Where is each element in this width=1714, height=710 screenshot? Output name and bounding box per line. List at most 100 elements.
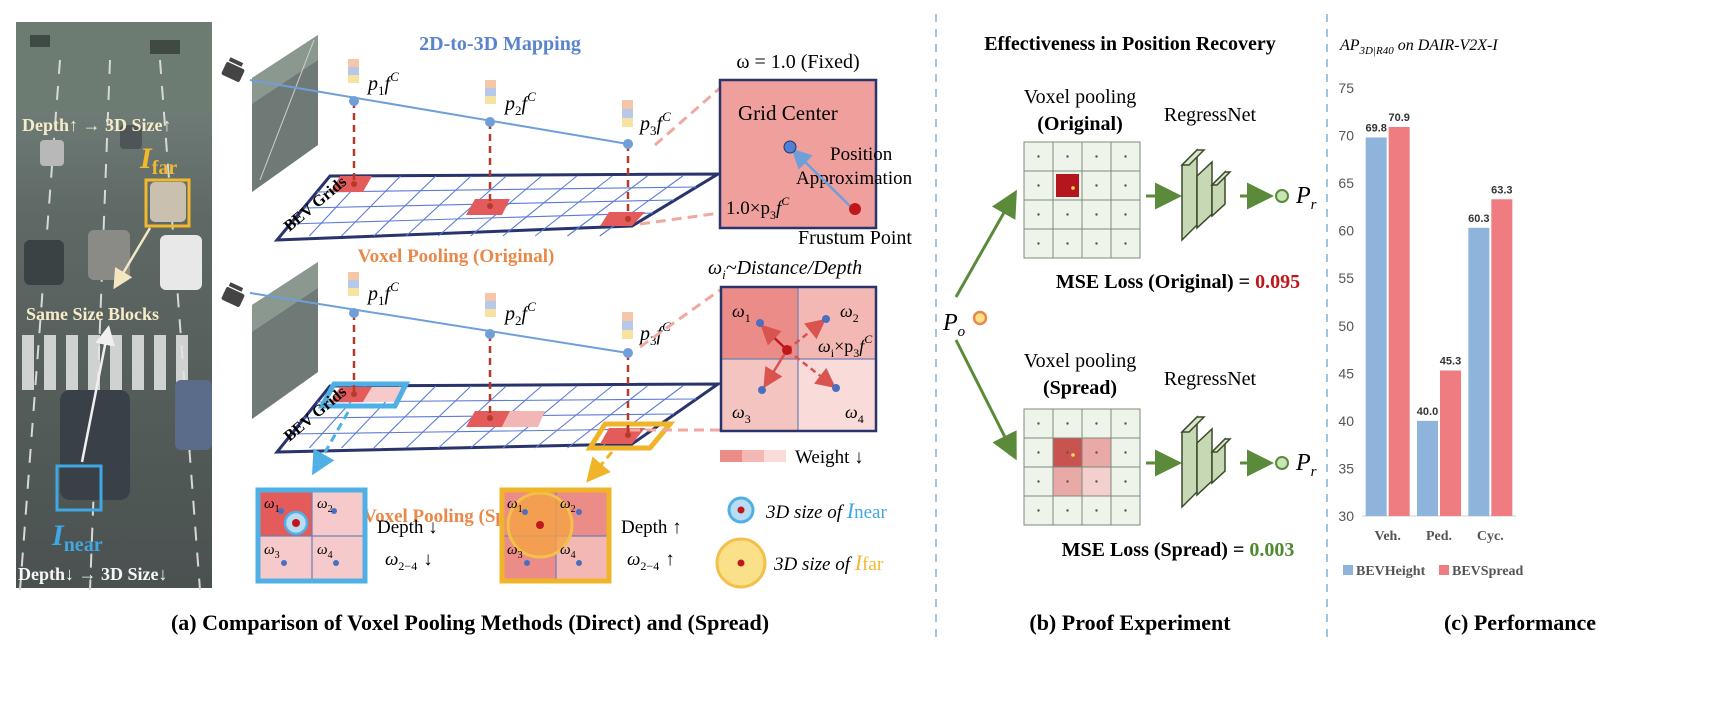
frustum-point-3-bottom bbox=[623, 348, 633, 358]
approximation-label: Approximation bbox=[796, 168, 913, 189]
pr-label-bottom: Pr bbox=[1295, 450, 1317, 480]
bar-BEVHeight-2 bbox=[1468, 227, 1490, 516]
small-grid-far bbox=[499, 487, 612, 584]
spread-block-line2: (Spread) bbox=[1043, 377, 1117, 399]
omega3-zoom: ω3 bbox=[732, 402, 751, 426]
zoom-line-top-upper bbox=[654, 86, 721, 147]
point-label-2-bottom: p2fC bbox=[503, 299, 536, 328]
y-tick-label: 50 bbox=[1338, 318, 1354, 334]
pr-point-top bbox=[1275, 189, 1289, 203]
product-label-top: 1.0×p3fC bbox=[726, 194, 790, 222]
small-far-w3: ω3 bbox=[507, 542, 523, 561]
weight-label: Weight ↓ bbox=[795, 447, 864, 468]
y-tick-label: 65 bbox=[1338, 175, 1354, 191]
small-near-w3: ω3 bbox=[264, 542, 280, 561]
far-omega-text: ω2−4 ↑ bbox=[627, 549, 675, 573]
small-far-w4: ω4 bbox=[560, 542, 576, 561]
frustum-point-1-top bbox=[349, 96, 359, 106]
image-plane-top bbox=[252, 35, 318, 192]
y-tick-label: 40 bbox=[1338, 413, 1354, 429]
caption-b: (b) Proof Experiment bbox=[1029, 610, 1231, 635]
zoom-line-top-lower bbox=[639, 211, 721, 226]
performance-chart: 30 35 40 45 50 55 60 65 70 75 69.870.9 Veh. 40.0 45.3… bbox=[1338, 80, 1523, 579]
feature-stack-3-top bbox=[622, 100, 633, 127]
omega2-zoom: ω2 bbox=[840, 301, 859, 325]
bar-value-label: 45.3 bbox=[1440, 355, 1461, 367]
far-to-block-arrow bbox=[113, 227, 152, 290]
weight-swatch-2 bbox=[742, 450, 764, 462]
weight-swatch-1 bbox=[720, 450, 742, 462]
point-label-3-top: p3fC bbox=[638, 109, 671, 138]
feature-stack-2-top bbox=[485, 80, 496, 104]
legend-label-BEVSpread: BEVSpread bbox=[1452, 564, 1524, 579]
near-size-legend: 3D size of Inear bbox=[765, 498, 887, 523]
x-tick-label: Ped. bbox=[1426, 529, 1452, 544]
far-size-legend: 3D size of Ifar bbox=[773, 550, 884, 575]
y-tick-label: 55 bbox=[1338, 270, 1354, 286]
point-label-1-bottom: p1fC bbox=[366, 279, 399, 308]
near-depth-text: Depth ↓ bbox=[377, 517, 438, 538]
caption-a: (a) Comparison of Voxel Pooling Methods … bbox=[171, 610, 769, 635]
distance-weight-label: ωi~Distance/Depth bbox=[708, 257, 862, 282]
image-plane-bottom bbox=[252, 262, 318, 419]
omega4-zoom: ω4 bbox=[845, 402, 864, 426]
grid-original bbox=[1023, 141, 1141, 259]
small-near-w4: ω4 bbox=[317, 542, 333, 561]
camera-icon-top bbox=[221, 57, 245, 82]
grid-center-point bbox=[783, 140, 797, 154]
ray-top bbox=[249, 79, 629, 145]
traffic-photo bbox=[16, 22, 212, 591]
fixed-weight-label: ω = 1.0 (Fixed) bbox=[736, 51, 859, 73]
bar-BEVSpread-2 bbox=[1491, 199, 1513, 516]
near-omega-text: ω2−4 ↓ bbox=[385, 549, 433, 573]
ray-bottom bbox=[249, 292, 629, 354]
frustum-point-zoom bbox=[849, 203, 861, 215]
caption-c: (c) Performance bbox=[1444, 610, 1596, 635]
legend-label-BEVHeight: BEVHeight bbox=[1356, 564, 1426, 579]
small-grid-near bbox=[255, 487, 368, 584]
mapping-title: 2D-to-3D Mapping bbox=[419, 33, 581, 55]
orig-block-line2: (Original) bbox=[1037, 113, 1123, 135]
point-label-1-top: p1fC bbox=[366, 69, 399, 98]
voxel-pooling-original-caption: Voxel Pooling (Original) bbox=[358, 246, 555, 267]
near-grid-arrow bbox=[312, 411, 350, 476]
far-grid-arrow bbox=[586, 451, 614, 483]
mse-original: MSE Loss (Original) = 0.095 bbox=[1056, 271, 1300, 293]
far-label: Ifar bbox=[139, 142, 177, 179]
zoom-line-bottom-upper bbox=[639, 288, 721, 349]
spread-block-line1: Voxel pooling bbox=[1024, 350, 1136, 372]
bar-value-label: 60.3 bbox=[1468, 213, 1489, 225]
frustum-point-2-top bbox=[485, 117, 495, 127]
legend-swatch-BEVHeight bbox=[1343, 565, 1353, 575]
bar-BEVHeight-1 bbox=[1417, 420, 1438, 516]
pr-label-top: Pr bbox=[1295, 183, 1317, 213]
small-far-w2: ω2 bbox=[560, 496, 576, 515]
frustum-point-3-top bbox=[623, 139, 633, 149]
x-tick-label: Veh. bbox=[1375, 529, 1401, 544]
position-label: Position bbox=[830, 144, 893, 165]
po-to-spread-arrow bbox=[954, 339, 1017, 461]
bar-value-label: 69.8 bbox=[1365, 122, 1386, 134]
bev-grid-bottom bbox=[273, 381, 723, 454]
zoom-box-spread bbox=[719, 285, 878, 433]
y-tick-label: 35 bbox=[1338, 460, 1354, 476]
orig-block-line1: Voxel pooling bbox=[1024, 86, 1136, 108]
y-tick-label: 60 bbox=[1338, 223, 1354, 239]
feature-stack-2-bottom bbox=[485, 293, 496, 317]
y-tick-label: 70 bbox=[1338, 128, 1354, 144]
mse-spread: MSE Loss (Spread) = 0.003 bbox=[1062, 539, 1295, 561]
bar-value-label: 63.3 bbox=[1491, 184, 1512, 196]
bar-value-label: 40.0 bbox=[1417, 406, 1438, 418]
chart-title: AP3D|R40 on DAIR-V2X-I bbox=[1339, 37, 1498, 57]
omega1-zoom: ω1 bbox=[732, 301, 751, 325]
feature-stack-1-bottom bbox=[348, 272, 359, 296]
grid-center-label: Grid Center bbox=[738, 101, 838, 125]
near-label: Inear bbox=[51, 519, 103, 556]
depth-up-label: Depth↑ → 3D Size↑ bbox=[22, 115, 172, 135]
x-tick-label: Cyc. bbox=[1477, 529, 1504, 544]
regressnet-bottom-label: RegressNet bbox=[1164, 368, 1257, 390]
frustum-point-2-bottom bbox=[485, 329, 495, 339]
bar-BEVSpread-1 bbox=[1440, 370, 1461, 516]
near-to-block-arrow bbox=[80, 325, 115, 463]
